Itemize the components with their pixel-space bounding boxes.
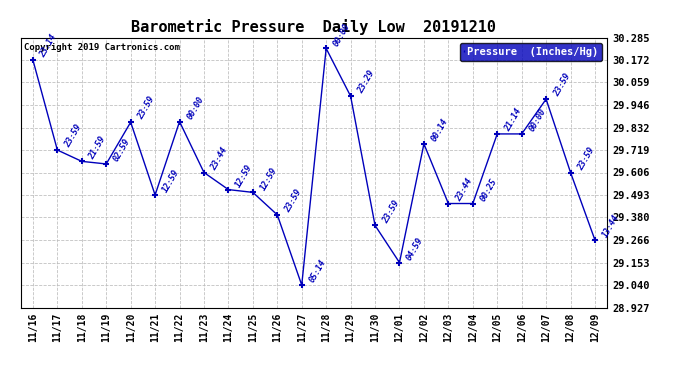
Text: Copyright 2019 Cartronics.com: Copyright 2019 Cartronics.com: [23, 43, 179, 52]
Text: 21:59: 21:59: [88, 135, 108, 160]
Text: 23:59: 23:59: [381, 198, 401, 225]
Text: 12:59: 12:59: [234, 163, 255, 189]
Text: 00:14: 00:14: [429, 117, 450, 143]
Text: 00:00: 00:00: [332, 21, 352, 48]
Text: 23:59: 23:59: [552, 72, 572, 98]
Text: 12:59: 12:59: [161, 168, 181, 194]
Legend: Pressure  (Inches/Hg): Pressure (Inches/Hg): [460, 43, 602, 61]
Title: Barometric Pressure  Daily Low  20191210: Barometric Pressure Daily Low 20191210: [132, 19, 496, 35]
Text: 05:14: 05:14: [307, 258, 328, 284]
Text: 23:59: 23:59: [63, 123, 83, 149]
Text: 04:59: 04:59: [405, 236, 425, 262]
Text: 00:25: 00:25: [478, 177, 499, 203]
Text: 13:44: 13:44: [600, 213, 621, 239]
Text: 23:44: 23:44: [454, 177, 474, 203]
Text: 12:59: 12:59: [259, 165, 279, 192]
Text: 23:29: 23:29: [356, 69, 377, 95]
Text: 23:14: 23:14: [39, 33, 59, 59]
Text: 21:14: 21:14: [503, 107, 523, 133]
Text: 23:59: 23:59: [136, 95, 157, 122]
Text: 00:00: 00:00: [527, 107, 548, 133]
Text: 02:59: 02:59: [112, 137, 132, 163]
Text: 23:59: 23:59: [283, 188, 303, 214]
Text: 23:59: 23:59: [576, 146, 596, 172]
Text: 00:00: 00:00: [185, 94, 206, 121]
Text: 23:44: 23:44: [210, 146, 230, 172]
